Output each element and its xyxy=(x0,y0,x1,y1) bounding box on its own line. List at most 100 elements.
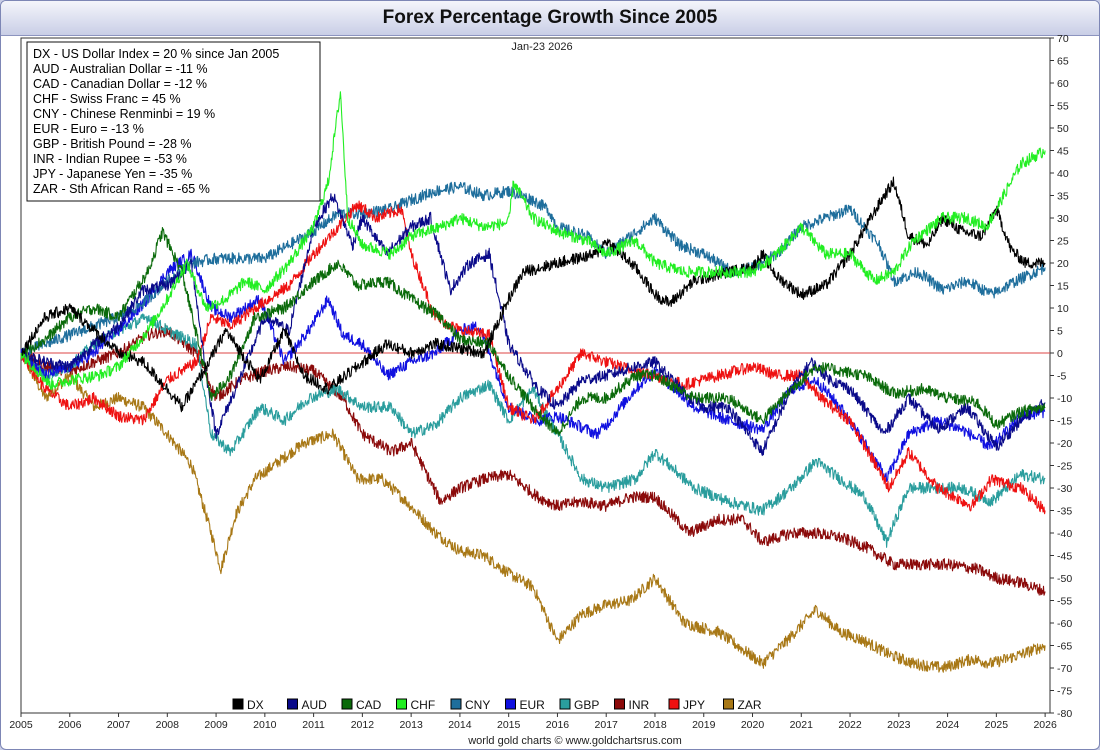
x-axis: 2005 2006 2007 2008 2009 2010 2011 2012 2013 2014… xyxy=(9,713,1057,731)
chart-date: Jan-23 2026 xyxy=(511,41,572,53)
x-tick-label: 2005 xyxy=(9,719,33,731)
y-tick-label: -15 xyxy=(1057,416,1072,428)
y-tick-label: 25 xyxy=(1057,236,1069,248)
y-tick-label: 40 xyxy=(1057,168,1069,180)
x-tick-label: 2021 xyxy=(790,719,814,731)
x-tick-label: 2015 xyxy=(497,719,521,731)
x-tick-label: 2011 xyxy=(302,719,325,731)
legend-swatch-gbp xyxy=(559,698,571,710)
x-tick-label: 2006 xyxy=(58,719,82,731)
x-tick-label: 2026 xyxy=(1033,719,1057,731)
legend-label-jpy: JPY xyxy=(683,698,705,712)
legend-line: CHF - Swiss Franc = 45 % xyxy=(33,92,181,106)
series-line-cny xyxy=(20,181,1046,359)
y-tick-label: 10 xyxy=(1057,303,1069,315)
series-line-aud xyxy=(20,193,1046,457)
y-tick-label: -75 xyxy=(1057,686,1072,698)
x-tick-label: 2013 xyxy=(399,719,423,731)
series-group xyxy=(20,91,1046,673)
legend-swatch-chf xyxy=(396,698,407,710)
y-tick-label: 55 xyxy=(1057,101,1069,113)
y-tick-label: -30 xyxy=(1057,483,1072,495)
y-tick-label: 30 xyxy=(1057,213,1069,225)
legend-label-aud: AUD xyxy=(302,698,328,712)
x-tick-label: 2023 xyxy=(887,719,911,731)
legend-swatch-zar xyxy=(723,698,734,710)
y-tick-label: 35 xyxy=(1057,191,1069,203)
y-tick-label: 5 xyxy=(1057,326,1063,338)
legend-swatch-aud xyxy=(287,698,298,710)
y-axis: 7065605550454035302520151050-5-10-15-20-… xyxy=(1050,35,1072,720)
bottom-legend: DX AUD CAD CHF CNY EUR GBP INR JPY ZAR xyxy=(232,698,762,712)
legend-label-dx: DX xyxy=(247,698,264,712)
x-tick-label: 2024 xyxy=(936,719,960,731)
y-tick-label: -10 xyxy=(1057,393,1072,405)
y-tick-label: -25 xyxy=(1057,461,1072,473)
y-tick-label: -60 xyxy=(1057,618,1072,630)
series-line-zar xyxy=(20,350,1046,673)
legend-swatch-cad xyxy=(341,698,353,710)
y-tick-label: 60 xyxy=(1057,78,1069,90)
legend-line: DX - US Dollar Index = 20 % since Jan 20… xyxy=(33,47,279,61)
chart-svg: 7065605550454035302520151050-5-10-15-20-… xyxy=(9,35,1072,747)
legend: DX - US Dollar Index = 20 % since Jan 20… xyxy=(26,41,321,202)
y-tick-label: 45 xyxy=(1057,146,1069,158)
y-tick-label: 15 xyxy=(1057,281,1069,293)
legend-line: CNY - Chinese Renminbi = 19 % xyxy=(33,107,215,121)
chart-title: Forex Percentage Growth Since 2005 xyxy=(382,7,718,28)
title-bar: Forex Percentage Growth Since 2005 xyxy=(1,1,1099,36)
series-line-dx xyxy=(20,176,1046,413)
y-tick-label: -55 xyxy=(1057,596,1072,608)
legend-line: INR - Indian Rupee = -53 % xyxy=(33,152,187,166)
legend-label-eur: EUR xyxy=(520,698,546,712)
y-tick-label: -5 xyxy=(1057,371,1066,383)
legend-label-cad: CAD xyxy=(356,698,382,712)
x-tick-label: 2019 xyxy=(692,719,716,731)
legend-box xyxy=(26,41,321,202)
x-tick-label: 2014 xyxy=(448,719,472,731)
y-tick-label: 50 xyxy=(1057,123,1069,135)
legend-line: EUR - Euro = -13 % xyxy=(33,122,144,136)
y-tick-label: 0 xyxy=(1057,348,1063,360)
y-tick-label: -70 xyxy=(1057,663,1072,675)
y-tick-label: -50 xyxy=(1057,573,1072,585)
legend-label-chf: CHF xyxy=(411,698,436,712)
x-tick-label: 2016 xyxy=(546,719,570,731)
y-tick-label: -40 xyxy=(1057,528,1072,540)
legend-label-gbp: GBP xyxy=(574,698,599,712)
x-tick-label: 2008 xyxy=(156,719,180,731)
series-line-jpy xyxy=(20,200,1046,515)
series-line-cad xyxy=(20,226,1046,437)
x-tick-label: 2025 xyxy=(985,719,1009,731)
x-tick-label: 2017 xyxy=(595,719,619,731)
y-tick-label: -45 xyxy=(1057,551,1072,563)
legend-line: ZAR - Sth African Rand = -65 % xyxy=(33,182,210,196)
x-tick-label: 2007 xyxy=(107,719,131,731)
legend-label-cny: CNY xyxy=(465,698,490,712)
legend-label-zar: ZAR xyxy=(738,698,762,712)
y-tick-label: -20 xyxy=(1057,438,1072,450)
y-tick-label: 70 xyxy=(1057,35,1069,45)
legend-swatch-cny xyxy=(450,698,462,710)
y-tick-label: -35 xyxy=(1057,506,1072,518)
series-line-chf xyxy=(20,91,1046,391)
y-tick-label: -65 xyxy=(1057,641,1072,653)
x-tick-label: 2012 xyxy=(351,719,375,731)
y-tick-label: 65 xyxy=(1057,56,1069,68)
y-tick-label: 20 xyxy=(1057,258,1069,270)
legend-line: GBP - British Pound = -28 % xyxy=(33,137,192,151)
legend-line: JPY - Japanese Yen = -35 % xyxy=(33,167,192,181)
legend-line: AUD - Australian Dollar = -11 % xyxy=(33,62,208,76)
legend-swatch-jpy xyxy=(668,698,680,710)
x-tick-label: 2022 xyxy=(838,719,862,731)
x-tick-label: 2010 xyxy=(253,719,277,731)
footer-credit: world gold charts © www.goldchartsrus.co… xyxy=(467,735,682,747)
legend-swatch-dx xyxy=(232,698,244,710)
legend-label-inr: INR xyxy=(629,698,650,712)
legend-swatch-inr xyxy=(614,698,625,710)
x-tick-label: 2018 xyxy=(643,719,667,731)
y-tick-label: -80 xyxy=(1057,708,1072,720)
x-tick-label: 2020 xyxy=(741,719,765,731)
series-line-gbp xyxy=(20,313,1046,548)
